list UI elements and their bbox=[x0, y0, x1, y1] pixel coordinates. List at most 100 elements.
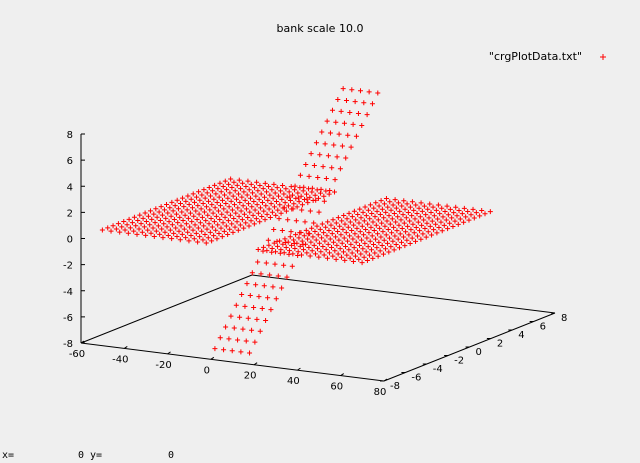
data-point bbox=[191, 236, 197, 242]
data-point bbox=[252, 339, 258, 345]
data-point bbox=[256, 196, 262, 202]
data-point bbox=[327, 236, 333, 242]
data-point bbox=[391, 211, 397, 217]
data-point bbox=[202, 195, 208, 201]
y-tick-label: 2 bbox=[497, 339, 503, 350]
data-point bbox=[376, 203, 382, 209]
data-point bbox=[228, 198, 234, 204]
data-point bbox=[397, 231, 403, 237]
data-point bbox=[470, 206, 476, 212]
data-point bbox=[329, 231, 335, 237]
data-point bbox=[242, 197, 248, 203]
data-point bbox=[440, 214, 446, 220]
data-point bbox=[371, 228, 377, 234]
data-point bbox=[299, 207, 305, 213]
data-point bbox=[213, 191, 219, 197]
data-point bbox=[376, 239, 382, 245]
data-point bbox=[445, 226, 451, 232]
data-point bbox=[417, 214, 423, 220]
data-point bbox=[434, 230, 440, 236]
legend-entry-label: "crgPlotData.txt" bbox=[489, 50, 582, 63]
data-point bbox=[255, 259, 261, 265]
data-point bbox=[226, 336, 232, 342]
data-point bbox=[456, 207, 462, 213]
data-point bbox=[403, 229, 409, 235]
data-point bbox=[218, 225, 224, 231]
data-point bbox=[271, 181, 277, 187]
data-point bbox=[295, 249, 301, 255]
data-point bbox=[407, 218, 413, 224]
data-point bbox=[247, 293, 253, 299]
data-point bbox=[254, 202, 260, 208]
data-point bbox=[230, 193, 236, 199]
data-point bbox=[145, 213, 151, 219]
data-point bbox=[278, 210, 284, 216]
data-point bbox=[320, 243, 326, 249]
data-point bbox=[191, 213, 197, 219]
data-point bbox=[129, 220, 135, 226]
data-point bbox=[375, 90, 381, 96]
data-point bbox=[348, 241, 354, 247]
data-point bbox=[404, 201, 410, 207]
data-point bbox=[437, 211, 443, 217]
data-point bbox=[453, 204, 459, 210]
data-point bbox=[294, 204, 300, 210]
data-point bbox=[320, 164, 326, 170]
data-point bbox=[352, 99, 358, 105]
data-point bbox=[263, 317, 269, 323]
data-point bbox=[281, 205, 287, 211]
data-point bbox=[148, 230, 154, 236]
data-point bbox=[216, 194, 222, 200]
data-point bbox=[402, 206, 408, 212]
data-point bbox=[347, 233, 353, 239]
data-point bbox=[257, 182, 263, 188]
data-point bbox=[379, 243, 385, 249]
data-point bbox=[381, 237, 387, 243]
x-tick-label: 40 bbox=[287, 376, 300, 387]
data-point bbox=[333, 119, 339, 125]
data-point bbox=[405, 223, 411, 229]
data-point bbox=[312, 229, 318, 235]
y-tick-label: 0 bbox=[476, 347, 482, 358]
data-point bbox=[359, 122, 365, 128]
data-point bbox=[275, 207, 281, 213]
data-point bbox=[253, 193, 259, 199]
data-point bbox=[401, 198, 407, 204]
data-point bbox=[227, 212, 233, 218]
data-point bbox=[287, 197, 293, 203]
data-point bbox=[381, 201, 387, 207]
data-point bbox=[202, 231, 208, 237]
data-points bbox=[99, 86, 493, 356]
data-point bbox=[219, 234, 225, 240]
data-point bbox=[256, 294, 262, 300]
data-point bbox=[378, 198, 384, 204]
plot-canvas[interactable]: bank scale 10.0 "crgPlotData.txt" -60 -40… bbox=[0, 0, 640, 448]
data-point bbox=[361, 232, 367, 238]
data-point bbox=[276, 216, 282, 222]
data-point bbox=[313, 197, 319, 203]
data-point bbox=[274, 185, 280, 191]
data-point bbox=[194, 194, 200, 200]
data-point bbox=[419, 222, 425, 228]
data-point bbox=[316, 209, 322, 215]
data-point bbox=[366, 230, 372, 236]
data-point bbox=[424, 220, 430, 226]
data-point bbox=[357, 206, 363, 212]
data-point bbox=[287, 248, 293, 254]
data-point bbox=[329, 165, 335, 171]
data-point bbox=[257, 328, 263, 334]
data-point bbox=[487, 209, 493, 215]
data-point bbox=[212, 182, 218, 188]
data-point bbox=[207, 229, 213, 235]
data-point bbox=[225, 218, 231, 224]
data-point bbox=[379, 206, 385, 212]
data-point bbox=[316, 254, 322, 260]
data-point bbox=[293, 232, 299, 238]
data-point bbox=[307, 253, 313, 259]
data-point bbox=[166, 219, 172, 225]
data-point bbox=[392, 197, 398, 203]
data-point bbox=[360, 209, 366, 215]
data-point bbox=[375, 217, 381, 223]
data-point bbox=[238, 349, 244, 355]
